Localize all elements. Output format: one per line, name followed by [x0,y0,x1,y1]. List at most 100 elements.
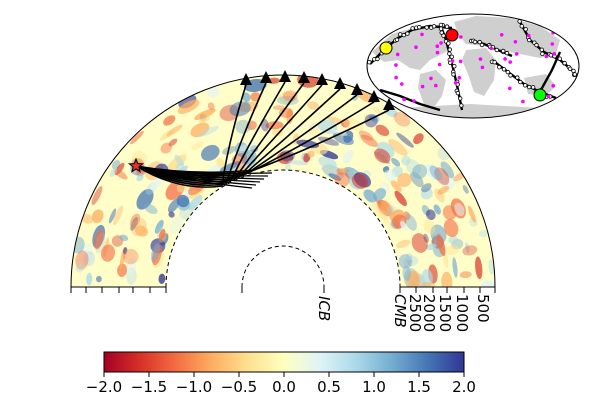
anomaly-patch [411,233,428,253]
anomaly-patch [465,242,470,254]
anomaly-patch [109,167,118,177]
map-hotspot-dot [552,52,556,56]
anomaly-patch [130,130,144,145]
map-station-dot [458,96,463,101]
anomaly-patch [396,132,414,148]
map-station-dot [492,60,497,65]
map-hotspot-dot [414,45,418,49]
map-hotspot-dot [508,60,512,64]
anomaly-patch [318,156,337,169]
map-hotspot-dot [546,94,551,99]
anomaly-patch [445,245,460,255]
anomaly-patch [443,219,459,238]
map-station-dot [394,37,400,42]
icb-label: ICB [315,296,333,321]
anomaly-patch [307,150,315,158]
anomaly-patch [390,180,402,192]
continent-north-america [372,26,452,70]
anomaly-patch [331,128,348,137]
map-station-dot [398,32,403,37]
map-station-dot [497,64,502,70]
anomaly-patch [342,149,354,164]
map-hotspot-dot [435,44,440,48]
map-hotspot-dot [402,97,406,102]
anomaly-patch [91,209,104,224]
map-station-dot [417,25,422,30]
map-station-dot [505,69,511,75]
anomaly-patch [391,157,401,167]
anomaly-patch [453,172,466,182]
anomaly-patch [198,116,211,124]
anomaly-patch [160,142,173,154]
anomaly-patch [363,189,377,203]
map-frame [366,13,580,119]
map-station-dot [444,24,450,29]
map-station-dot [410,26,415,31]
map-hotspot-dot [453,81,458,85]
anomaly-patch [113,205,124,226]
ray-path-2 [135,81,286,185]
anomaly-patch [436,233,446,257]
map-station-dot [557,56,562,61]
map-station-dot [447,51,452,56]
map-station-dot [405,31,410,36]
anomaly-patch [86,272,93,286]
map-hotspot-dot [550,42,555,46]
map-station-dot [477,39,482,45]
anomaly-patch [130,213,141,228]
map-hotspot-dot [435,50,440,55]
map-station-dot [527,37,532,43]
map-station-dot [447,47,452,52]
anomaly-patch [372,107,382,114]
anomaly-patch [358,130,374,141]
anomaly-patch [190,122,210,138]
colorbar-tick-label-1: −1.5 [131,378,167,396]
anomaly-patch [123,247,128,255]
map-station-dot [459,103,464,108]
anomaly-patch [384,169,396,182]
map-station-dot [572,72,577,77]
anomaly-patch [126,257,137,276]
map-station-dot [479,42,485,48]
anomaly-patch [150,176,163,191]
map-hotspot-dot [508,86,512,91]
depth-label-2000: 2000 [420,294,438,332]
cmb-boundary [165,169,401,288]
map-hotspot-dot [420,84,425,89]
anomaly-patch [360,134,379,147]
anomaly-patch [288,160,308,166]
anomaly-patch [413,133,424,145]
anomaly-patch [265,121,284,130]
anomaly-patch [406,270,420,287]
anomaly-patch [166,124,183,137]
anomaly-patch [328,173,342,181]
anomaly-patch [75,250,89,270]
anomaly-patch [394,190,407,206]
map-continents [367,16,579,118]
receiver-triangle-icon [279,70,291,82]
receiver-triangle-icon [240,73,252,85]
anomaly-patch [475,256,483,280]
map-hotspot-dot [513,40,518,44]
colorbar-tick-label-7: 1.5 [407,378,431,396]
colorbar-tick-label-6: 1.0 [362,378,386,396]
anomaly-patch [207,87,220,98]
anomaly-patch [402,265,411,281]
map-hotspot-dot [458,59,463,64]
anomaly-patch [91,186,103,206]
map-hotspot-dot [394,63,398,67]
anomaly-patch [397,172,412,188]
map-marker-red [445,28,459,42]
map-hotspot-dot [400,82,404,86]
continent-africa [462,48,496,96]
map-station-dot [523,83,528,88]
anomaly-patch [100,244,116,262]
receiver-triangle-icon [316,73,328,85]
anomaly-patch [114,169,128,180]
map-station-dot [501,67,507,72]
ray-path-extra-5 [135,165,273,174]
anomaly-patch [158,273,166,284]
map-hotspot-dot [429,76,433,81]
map-hotspot-dot [551,84,555,88]
map-hotspot-dot [526,33,531,38]
